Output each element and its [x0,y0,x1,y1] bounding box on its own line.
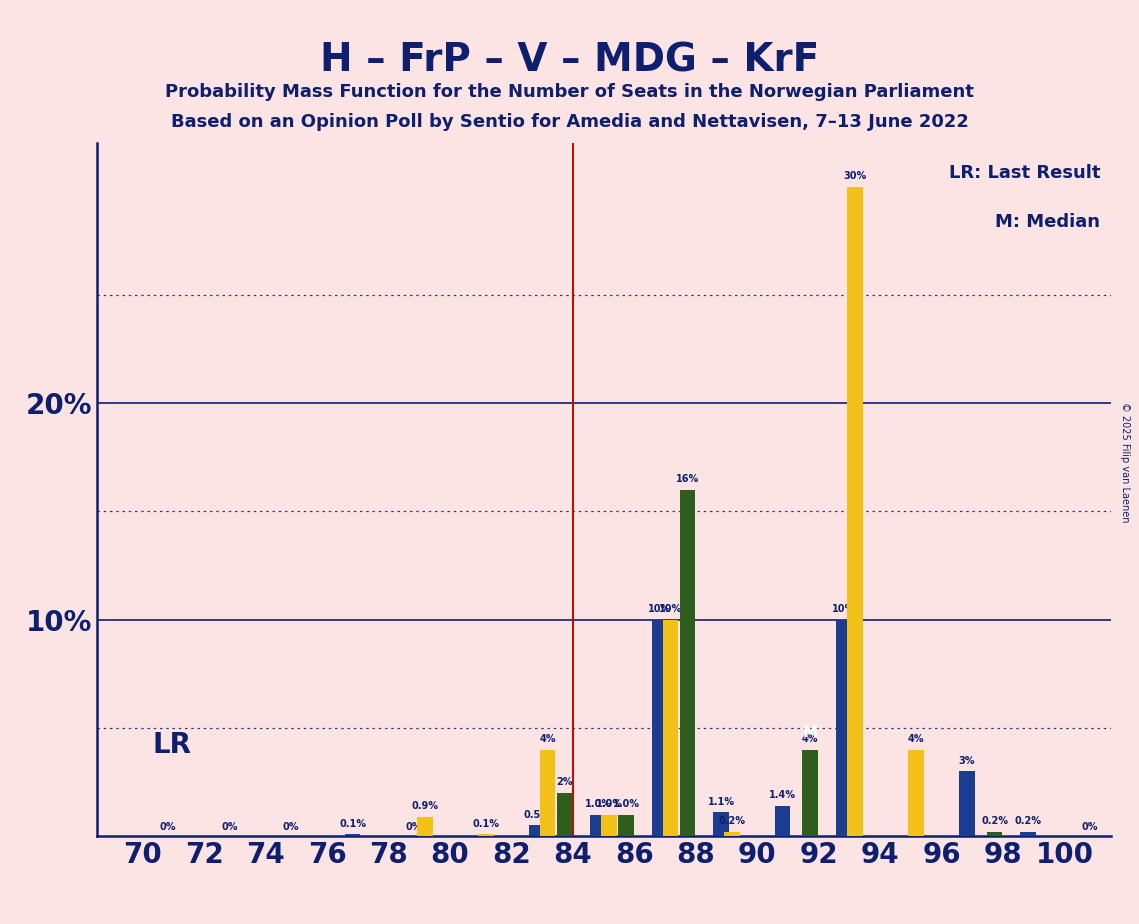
Text: Based on an Opinion Poll by Sentio for Amedia and Nettavisen, 7–13 June 2022: Based on an Opinion Poll by Sentio for A… [171,113,968,130]
Text: H – FrP – V – MDG – KrF: H – FrP – V – MDG – KrF [320,42,819,79]
Text: 0.1%: 0.1% [473,819,500,829]
Bar [557,793,573,836]
Text: LR: Last Result: LR: Last Result [949,164,1100,182]
Text: 1.1%: 1.1% [707,797,735,807]
Text: 1.0%: 1.0% [584,799,612,809]
Bar [847,187,862,836]
Bar [478,834,494,836]
Text: 30%: 30% [843,171,867,181]
Text: 4%: 4% [908,735,925,744]
Text: M: Median: M: Median [995,213,1100,230]
Bar [618,815,633,836]
Text: 1.0%: 1.0% [613,799,639,809]
Bar [959,772,975,836]
Bar [417,817,433,836]
Text: 1.4%: 1.4% [769,791,796,800]
Bar [1021,832,1036,836]
Bar [528,825,544,836]
Text: 0.1%: 0.1% [339,819,366,829]
Text: 4%: 4% [540,735,556,744]
Text: 0%: 0% [1082,822,1098,833]
Text: 0.2%: 0.2% [719,817,745,826]
Bar [986,832,1002,836]
Text: 0.2%: 0.2% [981,817,1008,826]
Bar [652,620,667,836]
Bar [680,490,695,836]
Bar [713,812,729,836]
Text: 0%: 0% [405,822,423,833]
Bar [601,815,617,836]
Bar [345,834,360,836]
Text: 0%: 0% [221,822,238,833]
Text: 1.0%: 1.0% [596,799,623,809]
Text: © 2025 Filip van Laenen: © 2025 Filip van Laenen [1121,402,1130,522]
Bar [724,832,739,836]
Text: LR: LR [153,731,191,760]
Text: 0.2%: 0.2% [1015,817,1042,826]
Text: 10%: 10% [658,604,682,614]
Text: Probability Mass Function for the Number of Seats in the Norwegian Parliament: Probability Mass Function for the Number… [165,83,974,101]
Text: 3%: 3% [959,756,975,766]
Bar [836,620,852,836]
Text: 10%: 10% [648,604,671,614]
Bar [540,749,556,836]
Text: 0.9%: 0.9% [411,801,439,811]
Bar [663,620,679,836]
Text: 16%: 16% [675,474,699,484]
Bar [909,749,924,836]
Bar [802,749,818,836]
Bar [775,806,790,836]
Text: M: M [803,724,818,740]
Text: 0.5%: 0.5% [523,810,550,820]
Text: 0%: 0% [159,822,177,833]
Text: 2%: 2% [556,777,573,787]
Text: 0%: 0% [282,822,300,833]
Text: 10%: 10% [833,604,855,614]
Text: 4%: 4% [802,735,819,744]
Bar [590,815,606,836]
